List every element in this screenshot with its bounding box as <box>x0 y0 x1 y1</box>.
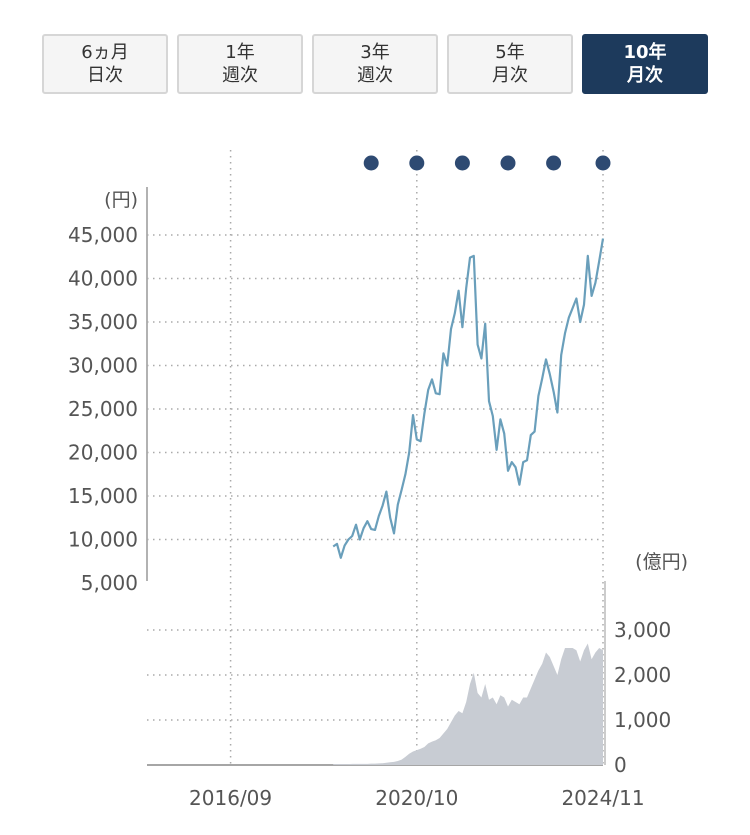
tab-label-period: 3年 <box>360 42 390 63</box>
price-tick-label: 5,000 <box>81 571 138 595</box>
price-tick-label: 15,000 <box>68 484 138 508</box>
tab-3-years-weekly[interactable]: 3年 週次 <box>312 34 438 94</box>
x-tick-label: 2024/11 <box>561 786 644 810</box>
tab-label-interval: 日次 <box>87 65 123 86</box>
volume-area <box>333 643 603 765</box>
period-tabs: 6ヵ月 日次 1年 週次 3年 週次 5年 月次 10年 月次 <box>42 34 708 94</box>
event-marker-dot <box>409 155 425 171</box>
volume-tick-label: 2,000 <box>614 663 671 687</box>
tab-label-period: 1年 <box>225 42 255 63</box>
volume-tick-label: 0 <box>614 753 627 777</box>
price-tick-label: 40,000 <box>68 267 138 291</box>
price-line <box>332 238 605 559</box>
tab-label-interval: 週次 <box>357 65 393 86</box>
price-tick-label: 10,000 <box>68 528 138 552</box>
price-tick-label: 25,000 <box>68 397 138 421</box>
tab-label-period: 10年 <box>623 42 667 63</box>
price-tick-label: 30,000 <box>68 354 138 378</box>
tab-label-interval: 月次 <box>627 65 663 86</box>
tab-10-years-monthly[interactable]: 10年 月次 <box>582 34 708 94</box>
tab-5-years-monthly[interactable]: 5年 月次 <box>447 34 573 94</box>
tab-6-months-daily[interactable]: 6ヵ月 日次 <box>42 34 168 94</box>
price-unit-label: (円) <box>104 189 138 211</box>
volume-tick-label: 1,000 <box>614 708 671 732</box>
event-marker-dot <box>363 155 379 171</box>
price-tick-label: 20,000 <box>68 441 138 465</box>
x-tick-label: 2020/10 <box>375 786 458 810</box>
volume-tick-label: 3,000 <box>614 618 671 642</box>
event-marker-dot <box>454 155 470 171</box>
event-marker-dot <box>546 155 562 171</box>
event-marker-dot <box>500 155 516 171</box>
tab-label-interval: 月次 <box>492 65 528 86</box>
tab-label-period: 6ヵ月 <box>81 42 129 63</box>
volume-unit-label: (億円) <box>635 551 688 573</box>
grid-lines <box>147 150 604 765</box>
price-tick-label: 35,000 <box>68 310 138 334</box>
event-marker-dot <box>595 155 611 171</box>
x-tick-label: 2016/09 <box>189 786 272 810</box>
tab-label-interval: 週次 <box>222 65 258 86</box>
tab-label-period: 5年 <box>495 42 525 63</box>
price-tick-label: 45,000 <box>68 223 138 247</box>
tab-1-year-weekly[interactable]: 1年 週次 <box>177 34 303 94</box>
